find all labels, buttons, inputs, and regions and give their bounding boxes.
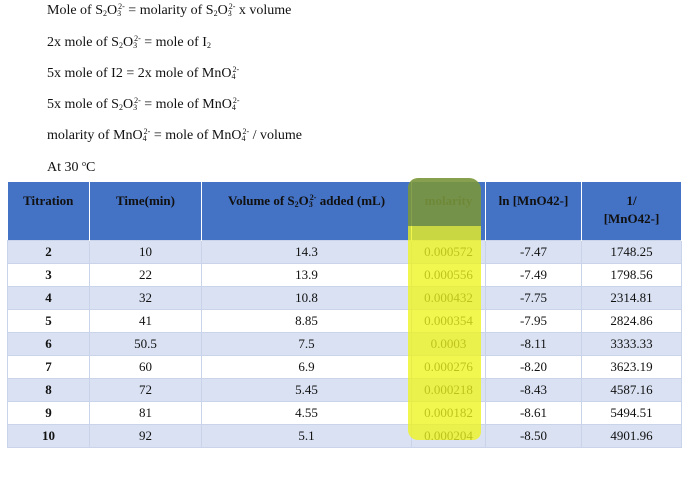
table-row: 10 92 5.1 0.000204 -8.50 4901.96 <box>7 424 682 448</box>
table-row: 5 41 8.85 0.000354 -7.95 2824.86 <box>7 309 682 333</box>
cell-volume: 6.9 <box>201 355 412 379</box>
cell-molarity: 0.0003 <box>411 332 486 356</box>
cell-ln: -7.47 <box>485 240 582 264</box>
cell-ln: -8.61 <box>485 401 582 425</box>
table-header-row: Titration Time(min) Volume of S2O32- add… <box>7 182 682 241</box>
header-molarity: molarity <box>411 182 486 241</box>
cell-ln: -8.20 <box>485 355 582 379</box>
cell-molarity: 0.000556 <box>411 263 486 287</box>
note-line-6: At 30 oC <box>47 159 96 176</box>
cell-titration: 7 <box>7 355 90 379</box>
cell-ln: -7.49 <box>485 263 582 287</box>
cell-inv: 4587.16 <box>581 378 682 402</box>
cell-inv: 3623.19 <box>581 355 682 379</box>
cell-ln: -8.11 <box>485 332 582 356</box>
cell-time: 81 <box>89 401 202 425</box>
table-row: 9 81 4.55 0.000182 -8.61 5494.51 <box>7 401 682 425</box>
cell-time: 10 <box>89 240 202 264</box>
table-row: 2 10 14.3 0.000572 -7.47 1748.25 <box>7 240 682 264</box>
cell-time: 72 <box>89 378 202 402</box>
cell-inv: 3333.33 <box>581 332 682 356</box>
header-time: Time(min) <box>89 182 202 241</box>
cell-time: 22 <box>89 263 202 287</box>
table-row: 8 72 5.45 0.000218 -8.43 4587.16 <box>7 378 682 402</box>
note-line-3: 5x mole of I2 = 2x mole of MnO42- <box>47 65 240 82</box>
header-inverse: 1/[MnO42-] <box>581 182 682 241</box>
note-line-5: molarity of MnO42- = mole of MnO42- / vo… <box>47 127 302 144</box>
cell-volume: 14.3 <box>201 240 412 264</box>
note-line-4: 5x mole of S2O32- = mole of MnO42- <box>47 96 240 113</box>
cell-time: 50.5 <box>89 332 202 356</box>
note-line-2: 2x mole of S2O32- = mole of I2 <box>47 34 211 51</box>
cell-time: 32 <box>89 286 202 310</box>
cell-inv: 5494.51 <box>581 401 682 425</box>
cell-titration: 9 <box>7 401 90 425</box>
cell-titration: 2 <box>7 240 90 264</box>
cell-titration: 10 <box>7 424 90 448</box>
cell-volume: 4.55 <box>201 401 412 425</box>
cell-molarity: 0.000204 <box>411 424 486 448</box>
cell-ln: -7.95 <box>485 309 582 333</box>
cell-volume: 5.45 <box>201 378 412 402</box>
cell-time: 92 <box>89 424 202 448</box>
cell-time: 60 <box>89 355 202 379</box>
cell-inv: 1798.56 <box>581 263 682 287</box>
cell-titration: 4 <box>7 286 90 310</box>
cell-titration: 5 <box>7 309 90 333</box>
cell-molarity: 0.000218 <box>411 378 486 402</box>
cell-volume: 10.8 <box>201 286 412 310</box>
cell-titration: 3 <box>7 263 90 287</box>
cell-molarity: 0.000182 <box>411 401 486 425</box>
note-line-1: Mole of S2O32- = molarity of S2O32- x vo… <box>47 2 292 19</box>
cell-titration: 6 <box>7 332 90 356</box>
cell-molarity: 0.000276 <box>411 355 486 379</box>
header-titration: Titration <box>7 182 90 241</box>
cell-volume: 5.1 <box>201 424 412 448</box>
table-row: 3 22 13.9 0.000556 -7.49 1798.56 <box>7 263 682 287</box>
cell-volume: 8.85 <box>201 309 412 333</box>
table-row: 7 60 6.9 0.000276 -8.20 3623.19 <box>7 355 682 379</box>
cell-inv: 2314.81 <box>581 286 682 310</box>
cell-molarity: 0.000572 <box>411 240 486 264</box>
cell-ln: -7.75 <box>485 286 582 310</box>
cell-ln: -8.50 <box>485 424 582 448</box>
cell-time: 41 <box>89 309 202 333</box>
titration-table-wrap: Titration Time(min) Volume of S2O32- add… <box>7 182 682 448</box>
cell-inv: 4901.96 <box>581 424 682 448</box>
header-volume: Volume of S2O32- added (mL) <box>201 182 412 241</box>
cell-molarity: 0.000432 <box>411 286 486 310</box>
table-row: 6 50.5 7.5 0.0003 -8.11 3333.33 <box>7 332 682 356</box>
cell-ln: -8.43 <box>485 378 582 402</box>
header-ln: ln [MnO42-] <box>485 182 582 241</box>
cell-inv: 2824.86 <box>581 309 682 333</box>
cell-volume: 13.9 <box>201 263 412 287</box>
cell-volume: 7.5 <box>201 332 412 356</box>
cell-titration: 8 <box>7 378 90 402</box>
cell-molarity: 0.000354 <box>411 309 486 333</box>
table-row: 4 32 10.8 0.000432 -7.75 2314.81 <box>7 286 682 310</box>
cell-inv: 1748.25 <box>581 240 682 264</box>
titration-table: Titration Time(min) Volume of S2O32- add… <box>7 182 682 448</box>
